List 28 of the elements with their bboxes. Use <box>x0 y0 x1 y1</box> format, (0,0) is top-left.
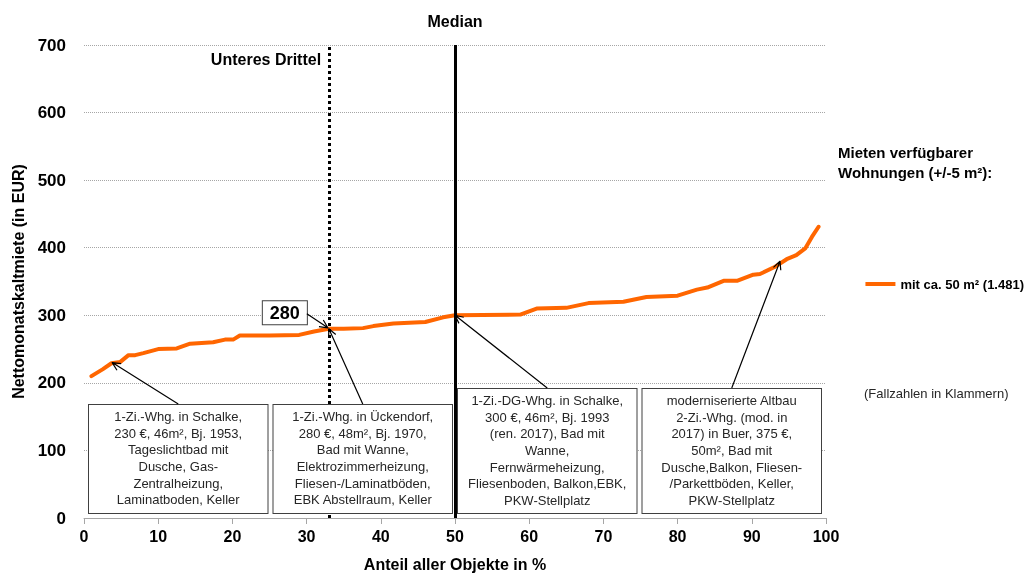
x-tick-label: 0 <box>79 527 89 545</box>
y-tick-label: 0 <box>56 508 66 528</box>
text: (Fallzahlen in Klammern) <box>864 385 1009 401</box>
legend-label: mit ca. 50 m² (1.481) <box>900 276 1025 292</box>
legend-title: Mieten verfügbarer Wohnungen (+/-5 m²): <box>838 143 994 182</box>
y-tick-label: 300 <box>37 305 66 325</box>
x-axis-title: Anteil aller Objekte in % <box>363 555 547 573</box>
y-tick-label: 200 <box>37 373 66 393</box>
data-label: 280 <box>269 302 300 323</box>
ref-line-label: Unteres Drittel <box>210 51 322 69</box>
y-axis-title: Nettomonatskaltmiete (in EUR) <box>10 164 28 399</box>
x-tick-label: 70 <box>594 527 613 545</box>
x-tick-label: 50 <box>446 527 464 545</box>
ref-line-label: Median <box>427 13 483 31</box>
x-tick-label: 40 <box>371 527 390 545</box>
x-tick-label: 90 <box>742 527 761 545</box>
x-tick-label: 100 <box>812 527 840 545</box>
x-tick-label: 10 <box>149 527 168 545</box>
x-tick-label: 20 <box>223 527 242 545</box>
y-tick-label: 500 <box>37 170 66 190</box>
y-tick-label: 600 <box>37 103 66 123</box>
line-series <box>89 224 821 379</box>
y-tick-label: 400 <box>37 238 66 258</box>
y-tick-label: 100 <box>37 440 66 460</box>
x-tick-label: 80 <box>668 527 687 545</box>
y-tick-label: 700 <box>37 35 66 55</box>
x-tick-label: 60 <box>520 527 539 545</box>
x-tick-label: 30 <box>297 527 316 545</box>
